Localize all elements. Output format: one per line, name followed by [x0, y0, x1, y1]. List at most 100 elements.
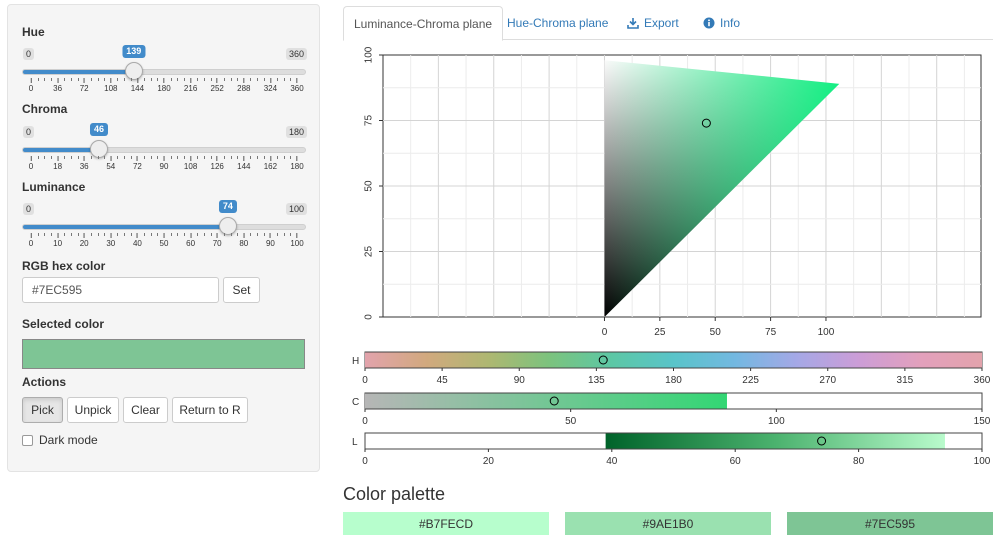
hue-minor-tick — [70, 78, 72, 81]
hue-minor-tick — [117, 78, 119, 81]
palette-swatch[interactable]: #7EC595 — [787, 512, 993, 535]
luminance-minor-tick — [124, 233, 126, 236]
luminance-minor-tick — [77, 233, 79, 236]
chroma-tick: 54 — [106, 156, 115, 171]
hue-minor-tick — [277, 78, 279, 81]
chroma-track[interactable] — [22, 147, 306, 153]
luminance-minor-tick — [290, 233, 292, 236]
chroma-minor-tick — [277, 156, 279, 159]
luminance-minor-tick — [130, 233, 132, 236]
y-axis-tick-label: 25 — [364, 246, 375, 258]
hue-minor-tick — [144, 78, 146, 81]
hue-minor-tick — [197, 78, 199, 81]
chroma-slider[interactable]: 0 180 46 0 18 36 54 72 90 108 126 144 162 180 — [22, 118, 307, 178]
luminance-minor-tick — [44, 233, 46, 236]
chroma-minor-tick — [37, 156, 39, 159]
tab-export[interactable]: Export — [617, 6, 689, 40]
return-to-r-button[interactable]: Return to R — [172, 397, 248, 423]
info-icon — [703, 17, 715, 29]
luminance-minor-tick — [237, 233, 239, 236]
chroma-minor-tick — [263, 156, 265, 159]
y-axis-tick-label: 100 — [364, 46, 375, 63]
chroma-ticks: 0 18 36 54 72 90 108 126 144 162 180 — [22, 156, 306, 176]
L-bar-tick-label: 40 — [606, 456, 618, 467]
x-axis-tick-label: 50 — [710, 327, 722, 338]
chroma-minor-tick — [283, 156, 285, 159]
luminance-minor-tick — [64, 233, 66, 236]
tab-luminance-chroma[interactable]: Luminance-Chroma plane — [343, 6, 504, 41]
dark-mode-checkbox[interactable] — [22, 434, 33, 446]
luminance-minor-tick — [150, 233, 152, 236]
chroma-minor-tick — [97, 156, 99, 159]
hue-minor-tick — [104, 78, 106, 81]
hue-minor-tick — [90, 78, 92, 81]
luminance-minor-tick — [70, 233, 72, 236]
hue-slider[interactable]: 0 360 139 0 36 72 108 144 180 216 252 288 324 360 — [22, 40, 307, 100]
hue-tick: 252 — [211, 78, 224, 93]
chroma-minor-tick — [150, 156, 152, 159]
chroma-minor-tick — [44, 156, 46, 159]
hue-tick: 0 — [29, 78, 33, 93]
luminance-tick: 40 — [133, 233, 142, 248]
hue-minor-tick — [157, 78, 159, 81]
y-axis-tick-label: 0 — [364, 314, 375, 320]
control-panel: Hue 0 360 139 0 36 72 108 144 180 216 252 288 324… — [7, 4, 320, 472]
H-bar-tick-label: 135 — [588, 375, 605, 386]
chroma-minor-tick — [117, 156, 119, 159]
chroma-tick: 72 — [133, 156, 142, 171]
chroma-tick: 90 — [160, 156, 168, 171]
luminance-min-label: 0 — [23, 203, 35, 215]
actions-label: Actions — [22, 375, 67, 389]
hex-label: RGB hex color — [22, 259, 106, 273]
luminance-minor-tick — [117, 233, 119, 236]
unpick-button[interactable]: Unpick — [67, 397, 119, 423]
luminance-slider[interactable]: 0 100 74 0 10 20 30 40 50 60 70 80 90 100 — [22, 195, 307, 255]
chroma-min-label: 0 — [23, 126, 35, 138]
clear-button[interactable]: Clear — [123, 397, 168, 423]
hue-minor-tick — [230, 78, 232, 81]
download-icon — [627, 17, 639, 29]
hue-tick: 324 — [264, 78, 277, 93]
hue-track[interactable] — [22, 69, 306, 75]
luminance-track[interactable] — [22, 224, 306, 230]
L-bar-label: L — [352, 437, 358, 448]
set-button[interactable]: Set — [223, 277, 260, 303]
chroma-minor-tick — [64, 156, 66, 159]
dark-mode-toggle[interactable]: Dark mode — [22, 433, 98, 447]
luminance-minor-tick — [277, 233, 279, 236]
hue-tick: 216 — [184, 78, 197, 93]
H-bar-gradient — [365, 352, 982, 368]
palette-swatch[interactable]: #9AE1B0 — [565, 512, 771, 535]
hue-minor-tick — [170, 78, 172, 81]
H-bar-label: H — [352, 356, 359, 367]
luminance-minor-tick — [197, 233, 199, 236]
C-bar-tick-label: 150 — [974, 416, 991, 427]
selected-color-label: Selected color — [22, 317, 105, 331]
C-bar-tick-label: 100 — [768, 416, 785, 427]
L-bar-tick-label: 20 — [483, 456, 495, 467]
chroma-handle[interactable] — [89, 140, 108, 158]
hue-minor-tick — [263, 78, 265, 81]
pick-button[interactable]: Pick — [22, 397, 63, 423]
luminance-handle[interactable] — [218, 217, 237, 235]
tab-info[interactable]: Info — [693, 6, 750, 40]
x-axis-tick-label: 75 — [765, 327, 777, 338]
hue-handle[interactable] — [124, 62, 143, 80]
luminance-tick: 50 — [160, 233, 168, 248]
palette-swatch[interactable]: #B7FECD — [343, 512, 549, 535]
hex-input[interactable] — [22, 277, 219, 303]
hue-tick: 288 — [237, 78, 250, 93]
L-bar-tick-label: 100 — [974, 456, 991, 467]
hue-max-label: 360 — [285, 48, 307, 60]
C-bar-label: C — [352, 397, 359, 408]
luminance-minor-tick — [97, 233, 99, 236]
chroma-tick: 162 — [264, 156, 277, 171]
chroma-minor-tick — [257, 156, 259, 159]
chroma-minor-tick — [50, 156, 52, 159]
chroma-minor-tick — [250, 156, 252, 159]
luminance-minor-tick — [170, 233, 172, 236]
tab-hue-chroma[interactable]: Hue-Chroma plane — [497, 6, 618, 40]
luminance-chroma-plot[interactable]: 0 25 50 75 100 0 25 50 75 100 — [343, 42, 993, 342]
chroma-minor-tick — [210, 156, 212, 159]
